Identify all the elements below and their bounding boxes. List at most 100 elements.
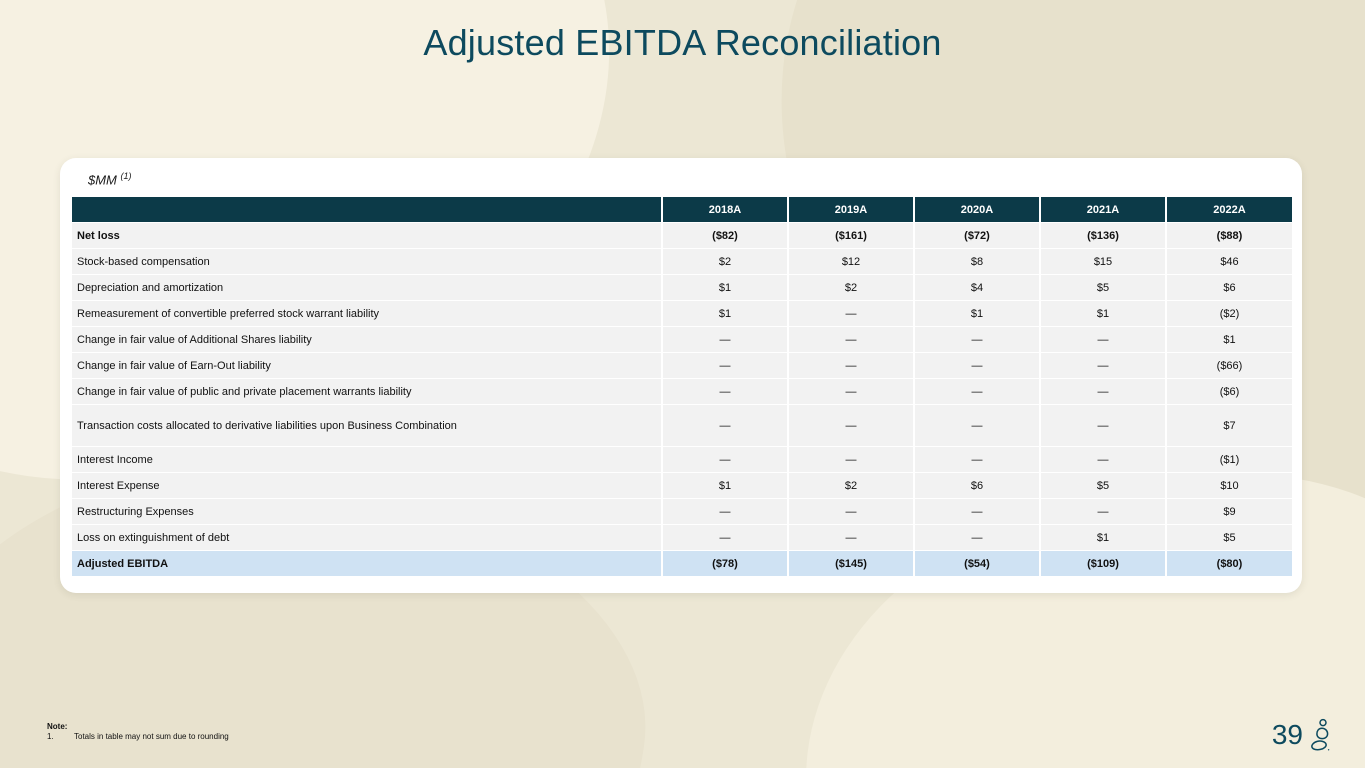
row-label: Restructuring Expenses <box>72 498 662 525</box>
table-row: Interest Expense $1 $2 $6 $5 $10 <box>72 472 1292 499</box>
table-cell: — <box>661 352 788 379</box>
table-row-adjusted-ebitda: Adjusted EBITDA ($78) ($145) ($54) ($109… <box>72 550 1292 577</box>
table-cell: — <box>1039 498 1166 525</box>
row-label: Net loss <box>72 222 662 249</box>
table-cell: ($54) <box>913 550 1040 577</box>
table-row: Change in fair value of Additional Share… <box>72 326 1292 353</box>
table-cell: ($136) <box>1039 222 1166 249</box>
table-cell: $2 <box>661 248 788 275</box>
header-year-cell: 2019A <box>787 197 914 223</box>
table-cell: $4 <box>913 274 1040 301</box>
table-cell: — <box>913 524 1040 551</box>
table-cell: — <box>787 352 914 379</box>
table-cell: ($66) <box>1165 352 1292 379</box>
table-cell: ($145) <box>787 550 914 577</box>
table-cell: — <box>661 446 788 473</box>
row-label: Change in fair value of public and priva… <box>72 378 662 405</box>
table-cell: — <box>787 326 914 353</box>
table-row: Depreciation and amortization $1 $2 $4 $… <box>72 274 1292 301</box>
table-cell: ($82) <box>661 222 788 249</box>
table-row: Loss on extinguishment of debt — — — $1 … <box>72 524 1292 551</box>
table-cell: $1 <box>661 300 788 327</box>
table-cell: — <box>913 498 1040 525</box>
header-year-cell: 2022A <box>1165 197 1292 223</box>
footnote-heading: Note: <box>47 722 68 731</box>
table-row: Transaction costs allocated to derivativ… <box>72 404 1292 447</box>
row-label: Remeasurement of convertible preferred s… <box>72 300 662 327</box>
table-cell: ($6) <box>1165 378 1292 405</box>
row-label: Interest Expense <box>72 472 662 499</box>
table-cell: — <box>787 378 914 405</box>
footnote: Note: 1. Totals in table may not sum due… <box>47 722 229 742</box>
table-cell: — <box>787 498 914 525</box>
table-cell: ($88) <box>1165 222 1292 249</box>
table-cell: — <box>913 404 1040 447</box>
table-row: Stock-based compensation $2 $12 $8 $15 $… <box>72 248 1292 275</box>
table-cell: ($109) <box>1039 550 1166 577</box>
table-cell: — <box>661 378 788 405</box>
page-title: Adjusted EBITDA Reconciliation <box>423 22 942 63</box>
table-row: Remeasurement of convertible preferred s… <box>72 300 1292 327</box>
table-header-row: 2018A 2019A 2020A 2021A 2022A <box>72 197 1292 223</box>
table-cell: — <box>787 404 914 447</box>
table-cell: $6 <box>913 472 1040 499</box>
table-cell: ($80) <box>1165 550 1292 577</box>
header-year-cell: 2021A <box>1039 197 1166 223</box>
header-year-cell: 2020A <box>913 197 1040 223</box>
footnote-number: 1. <box>47 732 54 741</box>
row-label: Adjusted EBITDA <box>72 550 662 577</box>
table-cell: $12 <box>787 248 914 275</box>
row-label: Loss on extinguishment of debt <box>72 524 662 551</box>
table-cell: $5 <box>1039 274 1166 301</box>
table-cell: $1 <box>913 300 1040 327</box>
table-cell: $1 <box>1039 524 1166 551</box>
table-cell: — <box>661 404 788 447</box>
table-row: Change in fair value of Earn-Out liabili… <box>72 352 1292 379</box>
table-cell: — <box>787 524 914 551</box>
units-footnote-ref: (1) <box>120 171 132 181</box>
table-cell: — <box>661 524 788 551</box>
table-cell: — <box>913 326 1040 353</box>
table-cell: ($2) <box>1165 300 1292 327</box>
footnote-item: 1. Totals in table may not sum due to ro… <box>47 732 229 742</box>
row-label: Stock-based compensation <box>72 248 662 275</box>
table-cell: — <box>913 352 1040 379</box>
table-cell: — <box>913 378 1040 405</box>
table-cell: $8 <box>913 248 1040 275</box>
header-year-cell: 2018A <box>661 197 788 223</box>
table-cell: — <box>1039 352 1166 379</box>
footnote-text: Totals in table may not sum due to round… <box>74 732 229 741</box>
table-row: Net loss ($82) ($161) ($72) ($136) ($88) <box>72 222 1292 249</box>
table-cell: — <box>1039 378 1166 405</box>
ebitda-reconciliation-table: 2018A 2019A 2020A 2021A 2022A Net loss (… <box>72 197 1292 577</box>
table-cell: ($161) <box>787 222 914 249</box>
row-label: Change in fair value of Earn-Out liabili… <box>72 352 662 379</box>
row-label: Transaction costs allocated to derivativ… <box>72 404 662 447</box>
page-number: 39 <box>1271 719 1303 750</box>
table-cell: $1 <box>1039 300 1166 327</box>
units-text: $MM <box>88 172 117 188</box>
table-cell: ($1) <box>1165 446 1292 473</box>
table-row: Change in fair value of public and priva… <box>72 378 1292 405</box>
table-cell: — <box>913 446 1040 473</box>
table-card: $MM (1) 2018A 2019A 2020A 2021A 2022A <box>60 158 1302 593</box>
table-cell: $9 <box>1165 498 1292 525</box>
table-cell: — <box>661 498 788 525</box>
table-cell: ($78) <box>661 550 788 577</box>
table-cell: $46 <box>1165 248 1292 275</box>
table-cell: $2 <box>787 472 914 499</box>
table-cell: — <box>1039 446 1166 473</box>
table-cell: $15 <box>1039 248 1166 275</box>
row-label: Interest Income <box>72 446 662 473</box>
table-cell: $1 <box>1165 326 1292 353</box>
table-cell: $10 <box>1165 472 1292 499</box>
table-cell: $7 <box>1165 404 1292 447</box>
table-cell: $1 <box>661 274 788 301</box>
row-label: Depreciation and amortization <box>72 274 662 301</box>
table-cell: — <box>787 300 914 327</box>
table-row: Interest Income — — — — ($1) <box>72 446 1292 473</box>
stacked-pebbles-logo-icon <box>1311 718 1330 751</box>
table-cell: — <box>1039 404 1166 447</box>
table-cell: — <box>787 446 914 473</box>
